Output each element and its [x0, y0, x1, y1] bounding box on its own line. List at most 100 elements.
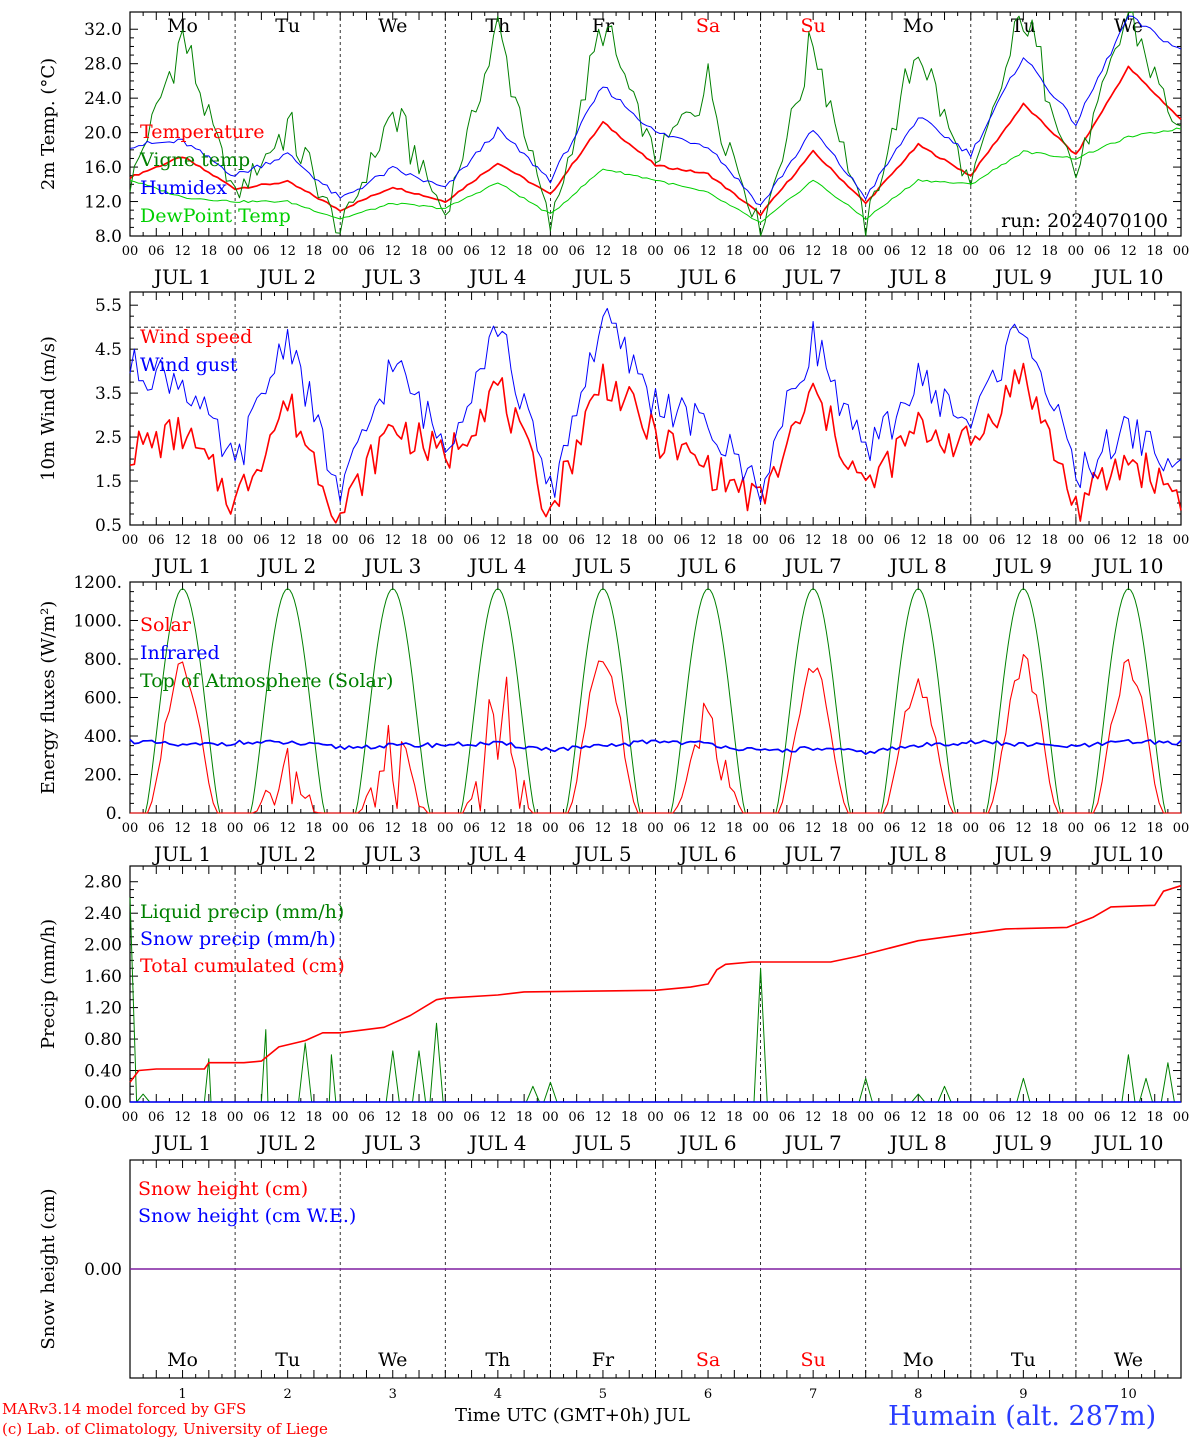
hour-label: 18	[726, 1110, 743, 1125]
hour-label: 00	[227, 533, 244, 548]
y-tick-label: 600.	[84, 689, 122, 709]
hour-label: 18	[936, 533, 953, 548]
hour-label: 18	[621, 244, 638, 259]
day-date-label: JUL 3	[362, 1131, 421, 1155]
hour-label: 06	[568, 244, 585, 259]
y-tick-label: 0.00	[84, 1260, 122, 1280]
hour-label: 00	[963, 533, 980, 548]
station-name: Humain (alt. 287m)	[888, 1401, 1157, 1432]
weekday-label: Fr	[592, 1349, 615, 1371]
day-date-label: JUL 3	[362, 265, 421, 289]
hour-label: 06	[148, 244, 165, 259]
hour-label: 06	[358, 533, 375, 548]
hour-label: 06	[253, 533, 270, 548]
y-tick-label: 0.5	[95, 516, 122, 536]
hour-label: 00	[227, 821, 244, 836]
hour-label: 00	[647, 1110, 664, 1125]
hour-label: 12	[490, 1110, 507, 1125]
hour-label: 18	[621, 533, 638, 548]
hour-label: 06	[253, 821, 270, 836]
weekday-label: Tu	[275, 15, 300, 37]
day-number-label: 8	[914, 1387, 922, 1402]
y-tick-label: 16.0	[84, 158, 122, 178]
day-date-label: JUL 8	[888, 842, 947, 866]
hour-label: 18	[831, 1110, 848, 1125]
day-date-label: JUL 6	[677, 1131, 736, 1155]
series-vigne-temp	[129, 11, 1182, 237]
hour-label: 06	[463, 1110, 480, 1125]
hour-label: 06	[358, 821, 375, 836]
hour-label: 18	[411, 244, 428, 259]
precip-ylabel: Precip (mm/h)	[38, 919, 59, 1049]
day-date-label: JUL 3	[362, 554, 421, 578]
day-date-label: JUL 10	[1091, 1131, 1163, 1155]
hour-label: 18	[516, 821, 533, 836]
hour-label: 18	[1041, 821, 1058, 836]
y-tick-label: 5.5	[95, 296, 122, 316]
hour-label: 06	[779, 533, 796, 548]
y-tick-label: 2.00	[84, 936, 122, 956]
hour-label: 12	[174, 821, 191, 836]
hour-label: 12	[805, 244, 822, 259]
weekday-label: Su	[801, 1349, 826, 1371]
day-date-label: JUL 5	[572, 1131, 631, 1155]
hour-label: 06	[358, 1110, 375, 1125]
y-tick-label: 20.0	[84, 124, 122, 144]
weekday-label: We	[1114, 15, 1143, 37]
hour-label: 00	[963, 244, 980, 259]
legend-snow-height-cm: Snow height (cm)	[138, 1178, 308, 1200]
hour-label: 06	[989, 1110, 1006, 1125]
hour-label: 12	[174, 244, 191, 259]
y-tick-label: 12.0	[84, 193, 122, 213]
y-tick-label: 0.	[106, 804, 122, 824]
hour-label: 00	[647, 821, 664, 836]
hour-label: 18	[936, 821, 953, 836]
hour-label: 12	[910, 533, 927, 548]
hour-label: 12	[1120, 821, 1137, 836]
legend-temperature: Temperature	[140, 121, 264, 143]
day-date-label: JUL 1	[152, 554, 211, 578]
temp-frame	[129, 11, 1182, 237]
hour-label: 18	[621, 1110, 638, 1125]
legend-total-cumulated-cm: Total cumulated (cm)	[140, 955, 345, 977]
energy-ylabel: Energy fluxes (W/m²)	[38, 601, 59, 795]
hour-label: 18	[726, 244, 743, 259]
hour-label: 06	[463, 533, 480, 548]
day-date-label: JUL 8	[888, 554, 947, 578]
weekday-label: We	[378, 15, 407, 37]
hour-label: 06	[674, 244, 691, 259]
day-date-label: JUL 7	[783, 842, 842, 866]
weekday-label: Sa	[696, 15, 720, 37]
y-tick-label: 1.5	[95, 472, 122, 492]
snow-ylabel: Snow height (cm)	[38, 1188, 59, 1349]
hour-label: 12	[1120, 533, 1137, 548]
weekday-label: Fr	[592, 15, 615, 37]
model-credit: MARv3.14 model forced by GFS	[2, 1400, 247, 1418]
weekday-label: Mo	[167, 15, 198, 37]
hour-label: 06	[989, 821, 1006, 836]
day-date-label: JUL 8	[888, 1131, 947, 1155]
y-tick-label: 1.20	[84, 999, 122, 1019]
hour-label: 18	[1041, 1110, 1058, 1125]
hour-label: 06	[253, 244, 270, 259]
hour-label: 00	[227, 1110, 244, 1125]
legend-snow-precip-mm-h: Snow precip (mm/h)	[140, 928, 336, 950]
y-tick-label: 1200.	[73, 573, 122, 593]
y-tick-label: 2.5	[95, 428, 122, 448]
hour-label: 12	[384, 244, 401, 259]
time-axis-label: Time UTC (GMT+0h) JUL	[455, 1405, 690, 1426]
hour-label: 18	[1041, 244, 1058, 259]
hour-label: 12	[595, 533, 612, 548]
hour-label: 18	[306, 244, 323, 259]
hour-label: 00	[332, 821, 349, 836]
day-date-label: JUL 1	[152, 1131, 211, 1155]
hour-label: 00	[542, 821, 559, 836]
energy-panel: 0. 200. 400. 600. 800. 1000. 1200. Energy fluxe…	[38, 573, 1189, 866]
hour-label: 06	[779, 1110, 796, 1125]
hour-label: 12	[700, 244, 717, 259]
hour-label: 06	[148, 1110, 165, 1125]
hour-label: 12	[490, 244, 507, 259]
hour-label: 18	[936, 244, 953, 259]
hour-label: 00	[437, 1110, 454, 1125]
